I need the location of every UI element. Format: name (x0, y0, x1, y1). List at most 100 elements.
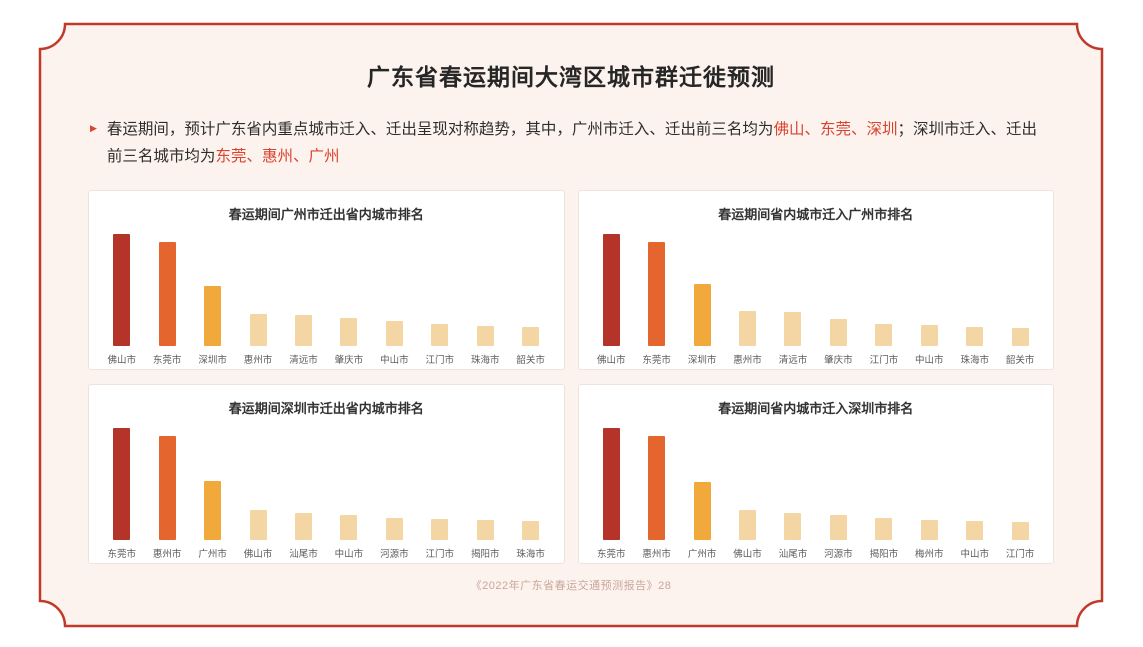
bar-label: 揭阳市 (869, 549, 899, 561)
bar (476, 520, 494, 541)
bar-column: 广州市 (191, 481, 235, 560)
bar-column: 韶关市 (509, 327, 553, 366)
bar-column: 汕尾市 (281, 513, 325, 560)
chart-title: 春运期间广州市迁出省内城市排名 (228, 207, 424, 223)
chart-bars: 东莞市 惠州市 广州市 佛山市 汕尾市 河源市 揭阳市 梅州市 中山市 江门市 (579, 428, 1054, 560)
bar (522, 521, 540, 541)
bar-column: 珠海市 (509, 521, 553, 560)
bar (294, 513, 312, 541)
bar-label: 惠州市 (733, 355, 762, 367)
bar-column: 惠州市 (145, 436, 189, 560)
bar-column: 惠州市 (726, 311, 770, 366)
bar (1011, 522, 1029, 541)
bar-label: 珠海市 (516, 549, 545, 561)
bar-label: 汕尾市 (289, 549, 318, 561)
bar (739, 510, 757, 541)
bar-column: 梅州市 (907, 520, 951, 560)
bar-label: 揭阳市 (470, 549, 500, 561)
bar (648, 436, 666, 541)
bar-label: 中山市 (915, 355, 944, 367)
bar (829, 515, 847, 541)
bar-label: 江门市 (1005, 549, 1035, 561)
bar-column: 江门市 (418, 324, 462, 366)
bar (1011, 328, 1029, 347)
bar-column: 东莞市 (635, 242, 679, 366)
bar (966, 521, 984, 541)
bar (294, 315, 312, 347)
bar (693, 284, 711, 347)
bar-column: 东莞市 (100, 428, 144, 560)
summary-block: ▶ 春运期间，预计广东省内重点城市迁入、迁出呈现对称趋势，其中，广州市迁入、迁出… (90, 116, 1052, 170)
chart-card-guangzhou-outbound: 春运期间广州市迁出省内城市排名 佛山市 东莞市 深圳市 惠州市 清远市 肇庆市 中山市 江门市… (88, 190, 565, 371)
bar (385, 321, 403, 347)
bar (385, 518, 403, 541)
bar (249, 314, 267, 347)
bar-column: 韶关市 (998, 328, 1042, 366)
chart-title: 春运期间省内城市迁入广州市排名 (718, 207, 914, 223)
bar-label: 韶关市 (1005, 355, 1035, 367)
chart-bars: 佛山市 东莞市 深圳市 惠州市 清远市 肇庆市 江门市 中山市 珠海市 韶关市 (579, 234, 1054, 366)
bar (431, 519, 449, 541)
bar-label: 佛山市 (107, 355, 136, 367)
page-title: 广东省春运期间大湾区城市群迁徙预测 (367, 64, 775, 90)
bar-label: 江门市 (425, 355, 455, 367)
bar (431, 324, 449, 347)
bar-column: 汕尾市 (771, 513, 815, 560)
bar-column: 中山市 (907, 325, 951, 366)
bar-column: 东莞市 (589, 428, 633, 560)
summary-segment: ；深圳市迁入、迁出前三名城市均为 (106, 121, 1037, 166)
bar-label: 广州市 (198, 549, 227, 561)
bar-label: 惠州市 (152, 549, 182, 561)
bar (476, 326, 494, 347)
bar (966, 327, 984, 347)
bar-column: 深圳市 (680, 284, 724, 366)
bar-column: 佛山市 (726, 510, 770, 560)
bar (522, 327, 540, 347)
bar-column: 惠州市 (236, 314, 280, 366)
bar-label: 珠海市 (470, 355, 500, 367)
bar-label: 汕尾市 (778, 549, 808, 561)
bar (113, 428, 131, 541)
bar (113, 234, 131, 347)
summary-text: 春运期间，预计广东省内重点城市迁入、迁出呈现对称趋势，其中，广州市迁入、迁出前三… (107, 116, 1052, 170)
bar-label: 深圳市 (687, 355, 717, 367)
bar-column: 惠州市 (635, 436, 679, 560)
bar-label: 肇庆市 (334, 355, 364, 367)
bar-column: 中山市 (327, 515, 371, 560)
bar (739, 311, 757, 347)
bar-label: 中山市 (380, 355, 409, 367)
chart-title: 春运期间深圳市迁出省内城市排名 (228, 401, 424, 417)
bar-column: 珠海市 (463, 326, 507, 366)
bar-label: 东莞市 (642, 355, 671, 367)
bar-label: 中山市 (960, 549, 989, 561)
bar-label: 东莞市 (107, 549, 136, 561)
bar-label: 肇庆市 (824, 355, 853, 367)
bar-column: 肇庆市 (327, 318, 371, 366)
bar-column: 江门市 (862, 324, 906, 366)
decorative-frame: 广东省春运期间大湾区城市群迁徙预测 ▶ 春运期间，预计广东省内重点城市迁入、迁出… (38, 22, 1104, 628)
bar (693, 482, 711, 541)
bar (602, 428, 620, 541)
chart-card-shenzhen-outbound: 春运期间深圳市迁出省内城市排名 东莞市 惠州市 广州市 佛山市 汕尾市 中山市 河源市 江门市… (88, 384, 565, 565)
bar-column: 肇庆市 (816, 319, 860, 366)
bar-label: 广州市 (687, 549, 717, 561)
summary-highlight: 佛山、东莞、深圳 (773, 121, 898, 138)
bar (340, 515, 358, 541)
bar-label: 中山市 (334, 549, 364, 561)
chart-card-shenzhen-inbound: 春运期间省内城市迁入深圳市排名 东莞市 惠州市 广州市 佛山市 汕尾市 河源市 揭阳市 梅州市… (577, 384, 1054, 565)
chart-bars: 东莞市 惠州市 广州市 佛山市 汕尾市 中山市 河源市 江门市 揭阳市 珠海市 (89, 428, 564, 560)
bar (784, 312, 802, 347)
frame-content: 广东省春运期间大湾区城市群迁徙预测 ▶ 春运期间，预计广东省内重点城市迁入、迁出… (38, 22, 1104, 628)
chart-title: 春运期间省内城市迁入深圳市排名 (718, 401, 914, 417)
bar (784, 513, 802, 541)
bar (158, 436, 176, 541)
bar-column: 佛山市 (589, 234, 633, 366)
bar-column: 河源市 (816, 515, 860, 560)
bullet-triangle-icon: ▶ (90, 123, 97, 133)
bar-column: 佛山市 (236, 510, 280, 560)
bar (875, 518, 893, 541)
bar (340, 318, 358, 347)
bar-label: 河源市 (824, 549, 853, 561)
bar-column: 中山市 (953, 521, 997, 560)
bar-column: 中山市 (372, 321, 416, 366)
